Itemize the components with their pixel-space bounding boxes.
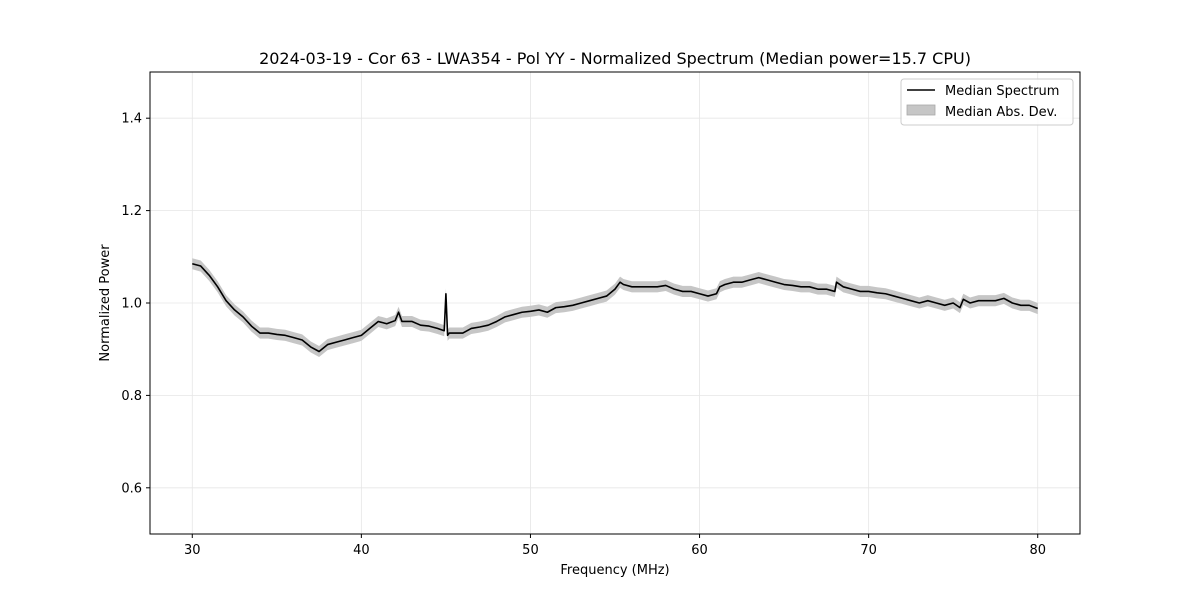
x-tick-label: 40 [353,543,370,558]
y-axis-label: Normalized Power [98,244,113,362]
y-tick-label: 1.2 [121,204,142,219]
x-tick-label: 80 [1029,543,1046,558]
legend-box [900,78,1074,126]
y-tick-label: 0.8 [121,389,142,404]
y-tick-label: 0.6 [121,481,142,496]
y-tick-label: 1.0 [121,297,142,312]
plot-data [192,258,1039,358]
y-tick-label: 1.4 [121,112,142,127]
legend-band-swatch [906,104,936,116]
axis-ticks: 30 40 50 60 70 80 0.6 0.8 1.0 1.2 1.4 [121,112,1046,558]
x-tick-label: 60 [691,543,708,558]
x-axis-label: Frequency (MHz) [560,563,669,578]
legend-label-median-abs-dev: Median Abs. Dev. [945,105,1057,120]
x-tick-label: 30 [184,543,201,558]
legend-label-median-spectrum: Median Spectrum [945,84,1059,99]
chart-title: 2024-03-19 - Cor 63 - LWA354 - Pol YY - … [259,49,971,68]
legend: Median Spectrum Median Abs. Dev. [900,78,1074,126]
x-tick-label: 70 [860,543,877,558]
median-spectrum-line [192,262,1039,353]
x-tick-label: 50 [522,543,539,558]
